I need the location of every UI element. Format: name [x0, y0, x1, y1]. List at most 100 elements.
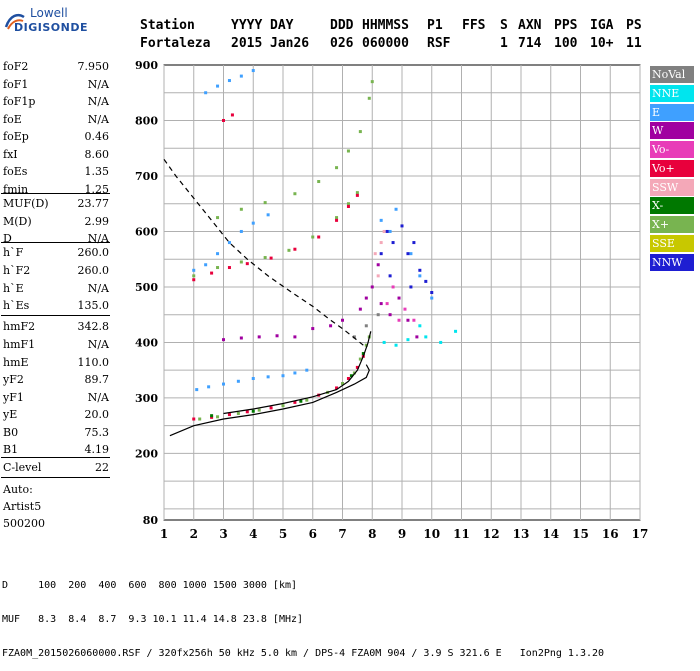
data-point [391, 241, 395, 245]
data-point [352, 335, 356, 339]
data-point [418, 274, 422, 278]
legend-item-sse: SSE [650, 235, 694, 252]
param-row: B1 4.19 [3, 443, 109, 457]
header-value-p1: RSF [427, 36, 451, 51]
muf-footer: D 100 200 400 600 800 1000 1500 3000 [km… [2, 558, 604, 671]
data-point [299, 399, 303, 403]
param-label: fmin [3, 183, 29, 196]
auto-line: Auto: [3, 483, 109, 497]
param-label: hmE [3, 356, 29, 369]
data-point [192, 268, 196, 272]
param-label: yF1 [3, 391, 24, 404]
data-point [379, 241, 383, 245]
param-value: N/A [87, 338, 109, 351]
y-tick-label: 700 [135, 170, 158, 183]
data-point [216, 252, 220, 256]
data-point [227, 79, 231, 83]
data-point [210, 271, 214, 275]
data-point [391, 285, 395, 289]
param-label: C-level [3, 461, 42, 474]
auto-line: 500200 [3, 517, 109, 531]
data-point [236, 411, 240, 415]
param-label: foF1 [3, 78, 29, 91]
param-row: hmF1 N/A [3, 338, 109, 352]
header-label-station: Station [140, 18, 195, 33]
param-label: foEs [3, 165, 28, 178]
data-point [346, 377, 350, 381]
data-point [227, 266, 231, 270]
header-value-hhmmss: 060000 [362, 36, 409, 51]
data-point [379, 218, 383, 222]
data-point [251, 377, 255, 381]
x-tick-label: 13 [513, 527, 530, 541]
data-point [287, 248, 291, 252]
data-point [245, 262, 249, 266]
param-row: foF1 N/A [3, 78, 109, 92]
data-point [245, 410, 249, 414]
param-label: hmF2 [3, 320, 36, 333]
legend-item-x-minus: X- [650, 197, 694, 214]
param-label: h`F [3, 246, 24, 259]
data-point [385, 302, 389, 306]
param-row: yE 20.0 [3, 408, 109, 422]
data-point [204, 91, 208, 95]
data-point [454, 329, 458, 333]
data-point [370, 80, 374, 84]
legend-item-ssw: SSW [650, 179, 694, 196]
legend-item-noval: NoVal [650, 66, 694, 83]
data-point [385, 229, 389, 233]
data-point [406, 318, 410, 322]
data-point [352, 371, 356, 375]
param-label: foF1p [3, 95, 36, 108]
data-point [335, 386, 339, 390]
param-row: fmin 1.25 [3, 183, 109, 197]
param-value: 342.8 [77, 320, 110, 333]
data-point [355, 191, 359, 195]
data-point [192, 417, 196, 421]
data-point [198, 417, 202, 421]
data-point [358, 357, 362, 361]
data-point [239, 260, 243, 264]
data-point [281, 404, 285, 408]
param-value: 1.35 [84, 165, 110, 178]
auto-version: 500200 [3, 517, 45, 530]
data-point [346, 149, 350, 153]
data-point [355, 365, 359, 369]
param-value: 260.0 [77, 264, 110, 277]
data-point [376, 313, 380, 317]
y-tick-label: 600 [135, 225, 158, 238]
data-point [388, 274, 392, 278]
data-point [216, 84, 220, 88]
x-tick-label: 15 [572, 527, 589, 541]
data-point [358, 307, 362, 311]
x-tick-label: 17 [632, 527, 649, 541]
y-tick-label: 400 [135, 336, 158, 349]
y-tick-label: 80 [143, 514, 159, 527]
legend-item-nnw: NNW [650, 254, 694, 271]
data-point [394, 207, 398, 211]
data-point [406, 252, 410, 256]
y-tick-label: 800 [135, 114, 158, 127]
header-value-day: Jan26 [270, 36, 310, 51]
data-point [216, 415, 220, 419]
data-point [317, 180, 321, 184]
lowell-digisonde-logo: Lowell DIGISONDE [4, 6, 87, 42]
data-point [222, 382, 225, 386]
legend-item-w: W [650, 122, 694, 139]
logo-swoosh-icon [4, 13, 25, 30]
data-point [370, 285, 374, 289]
param-label: B1 [3, 443, 19, 456]
dashed-profile-line [163, 158, 364, 346]
param-row: foEs 1.35 [3, 165, 109, 179]
header-value-s: 1 [500, 36, 508, 51]
param-label: MUF(D) [3, 197, 49, 210]
x-tick-label: 11 [453, 527, 470, 541]
x-tick-label: 4 [249, 527, 257, 541]
param-label: h`F2 [3, 264, 31, 277]
param-value: 20.0 [84, 408, 110, 421]
data-point [409, 285, 413, 289]
data-point [239, 74, 243, 78]
data-point [257, 408, 261, 412]
legend-item-nne: NNE [650, 85, 694, 102]
data-point [415, 335, 419, 339]
